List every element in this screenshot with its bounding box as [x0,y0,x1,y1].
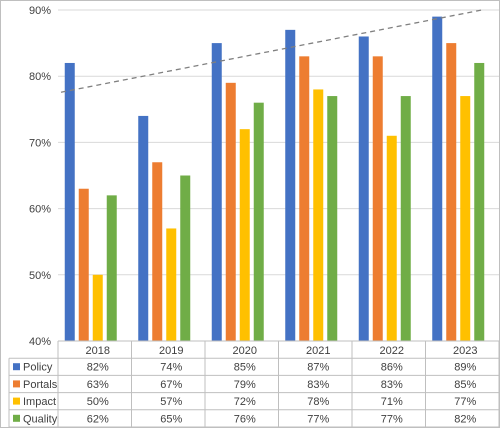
legend-key-portals [13,380,20,388]
data-table-cell: 85% [234,362,256,374]
bar-quality-2022 [400,96,411,341]
legend-label: Portals [23,379,58,391]
data-table-cell: 83% [307,379,329,391]
legend-label: Impact [23,396,56,408]
bar-portals-2022 [372,56,383,342]
bar-portals-2021 [299,56,310,342]
bar-policy-2021 [285,29,296,342]
data-table-cell: 82% [454,413,476,425]
legend-key-policy [13,363,20,371]
data-table-cell: 76% [234,413,256,425]
y-tick-label: 40% [29,336,51,348]
bar-quality-2023 [474,62,485,342]
data-table-cell: 57% [160,396,182,408]
bar-policy-2018 [64,62,75,342]
legend-key-quality [13,414,20,422]
bar-impact-2021 [313,89,324,341]
y-tick-label: 60% [29,204,51,216]
data-table-cell: 71% [381,396,403,408]
data-table-cell: 87% [307,362,329,374]
data-table-cell: 79% [234,379,256,391]
y-tick-label: 80% [29,71,51,83]
y-tick-label: 50% [29,270,51,282]
data-table-cell: 67% [160,379,182,391]
bar-portals-2018 [78,188,89,341]
x-tick-label: 2022 [380,345,404,357]
x-tick-label: 2023 [453,345,477,357]
bar-policy-2019 [138,115,149,341]
data-table-cell: 83% [381,379,403,391]
bar-policy-2020 [211,43,222,341]
bar-impact-2019 [166,228,177,341]
bar-impact-2023 [460,96,471,341]
bar-impact-2020 [239,129,250,341]
x-tick-label: 2021 [306,345,330,357]
bar-portals-2019 [152,162,163,341]
data-table-cell: 85% [454,379,476,391]
data-table-cell: 74% [160,362,182,374]
legend-label: Policy [23,362,53,374]
bar-portals-2020 [225,82,236,341]
data-table-cell: 78% [307,396,329,408]
y-tick-label: 70% [29,137,51,149]
y-tick-label: 90% [29,5,51,17]
bar-quality-2018 [106,195,117,341]
data-table-cell: 65% [160,413,182,425]
bar-quality-2019 [180,175,191,341]
bar-quality-2020 [253,102,264,342]
trendline [60,9,482,93]
data-table-cell: 72% [234,396,256,408]
data-table-cell: 77% [307,413,329,425]
bar-impact-2018 [92,274,103,341]
data-table-cell: 86% [381,362,403,374]
data-table-cell: 63% [87,379,109,391]
data-table-cell: 89% [454,362,476,374]
legend-label: Quality [23,413,58,425]
x-tick-label: 2020 [233,345,257,357]
x-tick-label: 2018 [86,345,110,357]
bar-policy-2022 [358,36,369,341]
data-table-cell: 77% [454,396,476,408]
bar-impact-2022 [386,135,397,341]
bar-quality-2021 [327,96,338,341]
bar-portals-2023 [446,43,457,341]
data-table-cell: 82% [87,362,109,374]
legend-key-impact [13,397,20,405]
bar-policy-2023 [432,16,443,342]
data-table-cell: 77% [381,413,403,425]
data-table-cell: 50% [87,396,109,408]
x-tick-label: 2019 [159,345,183,357]
data-table-cell: 62% [87,413,109,425]
